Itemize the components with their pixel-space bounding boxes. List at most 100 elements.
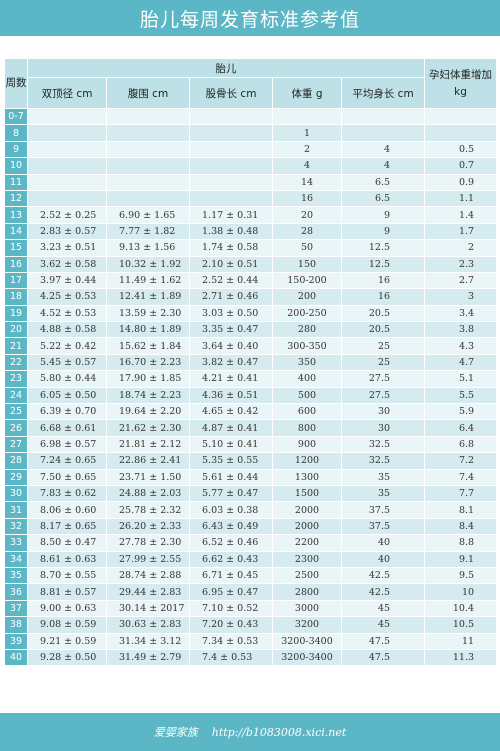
table-row: 24 6.05 ± 0.50 18.74 ± 2.23 4.36 ± 0.51 500 2… <box>5 387 497 404</box>
table-row: 23 5.80 ± 0.44 17.90 ± 1.85 4.21 ± 0.41 400 2… <box>5 371 497 387</box>
cell-week: 14 <box>5 223 27 240</box>
cell-week: 38 <box>5 617 27 633</box>
cell-gain: 4.3 <box>425 338 497 354</box>
cell-weight: 2000 <box>273 502 341 518</box>
cell-bpd: 9.21 ± 0.59 <box>28 633 106 649</box>
cell-gain: 1.4 <box>425 207 497 223</box>
table-row: 37 9.00 ± 0.63 30.14 ± 2017 7.10 ± 0.52 3000… <box>5 600 497 617</box>
cell-length: 4 <box>342 158 425 174</box>
cell-fl <box>190 190 272 207</box>
header-length: 平均身长 cm <box>342 78 425 108</box>
cell-gain: 2.3 <box>425 256 497 272</box>
table-body: 0-7 8 1 9 2 4 0.5 10 4 4 0.7 11 14 6.5 0.9 12 16 6.5 1.1 13… <box>5 109 497 666</box>
cell-week: 17 <box>5 272 27 289</box>
cell-week: 29 <box>5 469 27 485</box>
cell-fl <box>190 125 272 141</box>
cell-fl: 6.95 ± 0.47 <box>190 584 272 600</box>
cell-length: 35 <box>342 469 425 485</box>
cell-bpd: 8.81 ± 0.57 <box>28 584 106 600</box>
cell-ac: 30.14 ± 2017 <box>107 600 189 617</box>
cell-weight: 2200 <box>273 535 341 551</box>
table-row: 25 6.39 ± 0.70 19.64 ± 2.20 4.65 ± 0.42 600 3… <box>5 404 497 420</box>
cell-weight: 600 <box>273 404 341 420</box>
cell-gain: 3 <box>425 289 497 305</box>
cell-ac: 25.78 ± 2.32 <box>107 502 189 518</box>
cell-bpd: 5.22 ± 0.42 <box>28 338 106 354</box>
cell-ac: 9.13 ± 1.56 <box>107 240 189 256</box>
cell-gain: 3.8 <box>425 322 497 338</box>
cell-week: 37 <box>5 600 27 617</box>
cell-weight: 14 <box>273 174 341 190</box>
cell-ac: 31.34 ± 3.12 <box>107 633 189 649</box>
cell-gain: 11.3 <box>425 649 497 666</box>
cell-bpd: 4.52 ± 0.53 <box>28 305 106 322</box>
cell-gain: 7.4 <box>425 469 497 485</box>
cell-length: 30 <box>342 420 425 436</box>
cell-ac <box>107 141 189 158</box>
cell-length: 12.5 <box>342 240 425 256</box>
table-row: 29 7.50 ± 0.65 23.71 ± 1.50 5.61 ± 0.44 1300… <box>5 469 497 485</box>
cell-length: 37.5 <box>342 518 425 535</box>
cell-fl: 4.36 ± 0.51 <box>190 387 272 404</box>
cell-bpd <box>28 174 106 190</box>
cell-weight: 150-200 <box>273 272 341 289</box>
cell-gain: 10 <box>425 584 497 600</box>
cell-week: 24 <box>5 387 27 404</box>
table-row: 17 3.97 ± 0.44 11.49 ± 1.62 2.52 ± 0.44 150-… <box>5 272 497 289</box>
cell-fl <box>190 141 272 158</box>
cell-gain: 6.8 <box>425 436 497 453</box>
header-bpd: 双顶径 cm <box>28 78 106 108</box>
cell-weight: 4 <box>273 158 341 174</box>
cell-fl: 7.10 ± 0.52 <box>190 600 272 617</box>
cell-length: 16 <box>342 272 425 289</box>
table-row: 30 7.83 ± 0.62 24.88 ± 2.03 5.77 ± 0.47 1500… <box>5 485 497 502</box>
table-row: 36 8.81 ± 0.57 29.44 ± 2.83 6.95 ± 0.47 2800… <box>5 584 497 600</box>
cell-gain <box>425 125 497 141</box>
cell-length: 25 <box>342 354 425 371</box>
cell-ac: 14.80 ± 1.89 <box>107 322 189 338</box>
cell-length: 45 <box>342 617 425 633</box>
cell-weight: 1 <box>273 125 341 141</box>
table-row: 21 5.22 ± 0.42 15.62 ± 1.84 3.64 ± 0.40 300-… <box>5 338 497 354</box>
cell-gain: 0.7 <box>425 158 497 174</box>
cell-weight: 200 <box>273 289 341 305</box>
table-row: 22 5.45 ± 0.57 16.70 ± 2.23 3.82 ± 0.47 350 2… <box>5 354 497 371</box>
cell-fl: 5.77 ± 0.47 <box>190 485 272 502</box>
cell-weight: 2000 <box>273 518 341 535</box>
cell-week: 32 <box>5 518 27 535</box>
cell-weight: 1300 <box>273 469 341 485</box>
cell-bpd: 6.98 ± 0.57 <box>28 436 106 453</box>
cell-week: 21 <box>5 338 27 354</box>
cell-ac: 15.62 ± 1.84 <box>107 338 189 354</box>
cell-week: 26 <box>5 420 27 436</box>
cell-fl: 3.35 ± 0.47 <box>190 322 272 338</box>
cell-bpd <box>28 158 106 174</box>
cell-length: 47.5 <box>342 633 425 649</box>
cell-length: 32.5 <box>342 453 425 469</box>
cell-gain <box>425 109 497 125</box>
cell-week: 18 <box>5 289 27 305</box>
cell-length: 40 <box>342 535 425 551</box>
cell-bpd: 3.62 ± 0.58 <box>28 256 106 272</box>
table-row: 27 6.98 ± 0.57 21.81 ± 2.12 5.10 ± 0.41 900 3… <box>5 436 497 453</box>
table-row: 10 4 4 0.7 <box>5 158 497 174</box>
cell-fl <box>190 109 272 125</box>
cell-bpd: 3.23 ± 0.51 <box>28 240 106 256</box>
cell-fl: 2.10 ± 0.51 <box>190 256 272 272</box>
cell-ac: 12.41 ± 1.89 <box>107 289 189 305</box>
table-row: 0-7 <box>5 109 497 125</box>
cell-ac <box>107 190 189 207</box>
cell-bpd <box>28 109 106 125</box>
cell-gain: 10.5 <box>425 617 497 633</box>
cell-week: 20 <box>5 322 27 338</box>
cell-ac: 23.71 ± 1.50 <box>107 469 189 485</box>
cell-bpd: 7.83 ± 0.62 <box>28 485 106 502</box>
cell-week: 23 <box>5 371 27 387</box>
table-row: 14 2.83 ± 0.57 7.77 ± 1.82 1.38 ± 0.48 28 9 1.… <box>5 223 497 240</box>
table-row: 38 9.08 ± 0.59 30.63 ± 2.83 7.20 ± 0.43 3200… <box>5 617 497 633</box>
cell-length: 25 <box>342 338 425 354</box>
table-row: 12 16 6.5 1.1 <box>5 190 497 207</box>
cell-week: 12 <box>5 190 27 207</box>
cell-fl: 3.03 ± 0.50 <box>190 305 272 322</box>
cell-length: 9 <box>342 207 425 223</box>
